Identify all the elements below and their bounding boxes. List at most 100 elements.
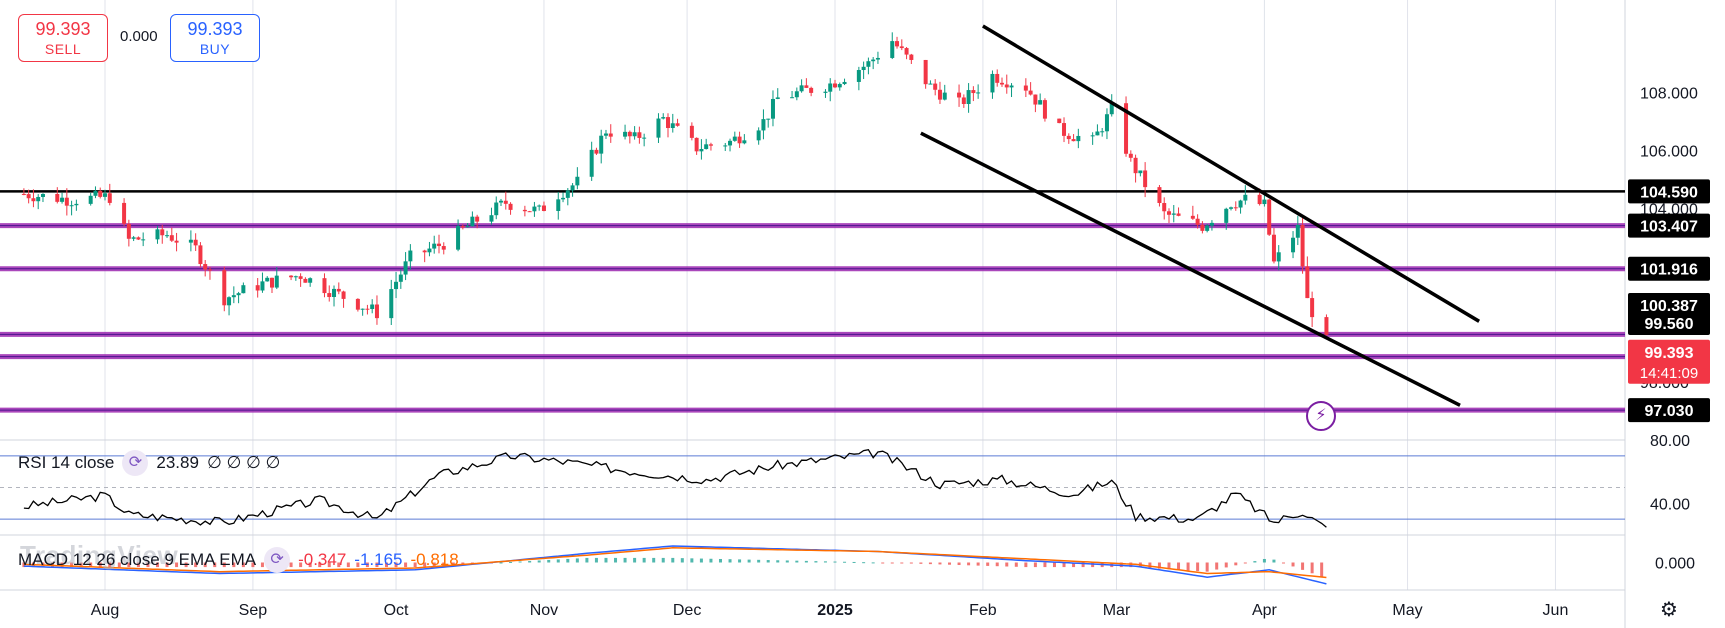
macd-histogram-bar (747, 559, 751, 563)
macd-histogram-bar (1081, 562, 1085, 568)
rsi-name: RSI 14 close (18, 453, 115, 472)
tradingview-watermark: TradingView (20, 540, 179, 570)
macd-histogram-bar (843, 561, 847, 563)
candle-body (637, 132, 642, 138)
macd-histogram-bar (1196, 562, 1200, 572)
macd-histogram-bar (1215, 562, 1219, 570)
time-tick-label: 2025 (817, 602, 853, 619)
sell-label: SELL (44, 41, 82, 57)
macd-histogram-bar (909, 562, 913, 564)
rsi-tick-label: 40.00 (1650, 496, 1690, 513)
candle-body (761, 119, 766, 131)
candle-body (1324, 317, 1329, 335)
macd-histogram-bar (432, 562, 436, 567)
gear-icon[interactable]: ⚙ (1660, 599, 1678, 621)
rsi-legend[interactable]: RSI 14 close ⟳ 23.89 ∅ ∅ ∅ ∅ (18, 450, 280, 476)
candle-body (389, 289, 394, 319)
candle-body (766, 118, 771, 120)
candle-body (790, 97, 795, 99)
candle-body (441, 246, 446, 250)
candle-body (122, 202, 127, 224)
candle-body (995, 73, 1000, 83)
candle-body (1128, 153, 1133, 158)
cycle-icon[interactable]: ⟳ (264, 547, 291, 573)
candle-body (322, 278, 327, 294)
candle-body (332, 288, 337, 298)
candle-body (632, 132, 637, 137)
macd-histogram-bar (948, 562, 952, 565)
candle-body (966, 90, 971, 105)
macd-histogram-bar (919, 562, 923, 564)
macd-histogram-bar (1033, 562, 1037, 568)
candle-body (360, 308, 365, 310)
macd-histogram-bar (1205, 562, 1209, 572)
macd-hist-value: -0.347 (298, 550, 347, 569)
buy-label: BUY (199, 41, 231, 57)
channel-trendline (920, 131, 1461, 407)
macd-histogram-bar (728, 559, 732, 563)
candle-body (436, 243, 441, 247)
candle-body (799, 85, 804, 92)
macd-histogram-bar (1186, 562, 1190, 571)
price-label: 103.407 (1640, 219, 1698, 236)
macd-histogram-bar (623, 557, 627, 563)
buy-button[interactable]: 99.393 BUY (170, 14, 260, 62)
candle-body (203, 264, 208, 270)
candle-body (527, 211, 532, 213)
candle-body (236, 293, 241, 296)
candle-body (937, 89, 942, 100)
candle-body (603, 133, 608, 136)
candle-body (1162, 202, 1167, 212)
countdown-label: 14:41:09 (1640, 365, 1698, 382)
macd-histogram-bar (1262, 558, 1266, 563)
sell-button[interactable]: 99.393 SELL (18, 14, 108, 62)
price-label: 99.560 (1645, 316, 1694, 333)
macd-histogram-bar (995, 562, 999, 567)
candle-body (1138, 170, 1143, 174)
candle-body (193, 239, 198, 246)
candle-body (432, 243, 437, 249)
candle-body (293, 276, 298, 278)
macd-histogram-bar (642, 557, 646, 563)
candle-body (336, 288, 341, 292)
macd-histogram-bar (528, 560, 532, 563)
candle-body (928, 83, 933, 85)
macd-histogram-bar (365, 562, 369, 568)
macd-histogram-bar (881, 562, 885, 564)
candle-body (274, 275, 279, 288)
candle-body (231, 295, 236, 298)
candle-body (465, 226, 470, 228)
candle-body (1071, 139, 1076, 142)
macd-histogram-bar (222, 562, 226, 568)
candle-body (1176, 213, 1181, 216)
macd-histogram-bar (757, 559, 761, 563)
macd-histogram-bar (423, 562, 427, 567)
candle-body (1076, 135, 1081, 142)
candle-body (670, 123, 675, 129)
macd-histogram-bar (928, 562, 932, 565)
macd-histogram-bar (938, 562, 942, 565)
macd-histogram-bar (1014, 562, 1018, 567)
candle-body (341, 291, 346, 299)
price-label-box (1628, 256, 1710, 281)
lightning-icon[interactable]: ⚡ (1306, 401, 1336, 431)
macd-histogram-bar (308, 562, 312, 568)
cycle-icon[interactable]: ⟳ (122, 450, 149, 476)
candle-body (1028, 90, 1033, 95)
macd-legend[interactable]: MACD 12 26 close 9 EMA EMA ⟳ -0.347 -1.1… (18, 547, 459, 573)
price-label: 101.916 (1640, 262, 1698, 279)
candle-body (489, 215, 494, 222)
price-label-box (1628, 179, 1710, 204)
channel-trendline (982, 24, 1481, 323)
time-tick-label: Jun (1543, 602, 1569, 619)
candle-body (60, 197, 65, 202)
rsi-extra: ∅ ∅ ∅ ∅ (206, 453, 281, 472)
time-tick-label: Oct (384, 602, 409, 619)
macd-histogram-bar (1052, 562, 1056, 568)
candle-body (31, 198, 36, 202)
macd-histogram-bar (661, 557, 665, 563)
candle-body (770, 98, 775, 119)
candle-body (809, 87, 814, 93)
macd-histogram-bar (184, 562, 188, 568)
